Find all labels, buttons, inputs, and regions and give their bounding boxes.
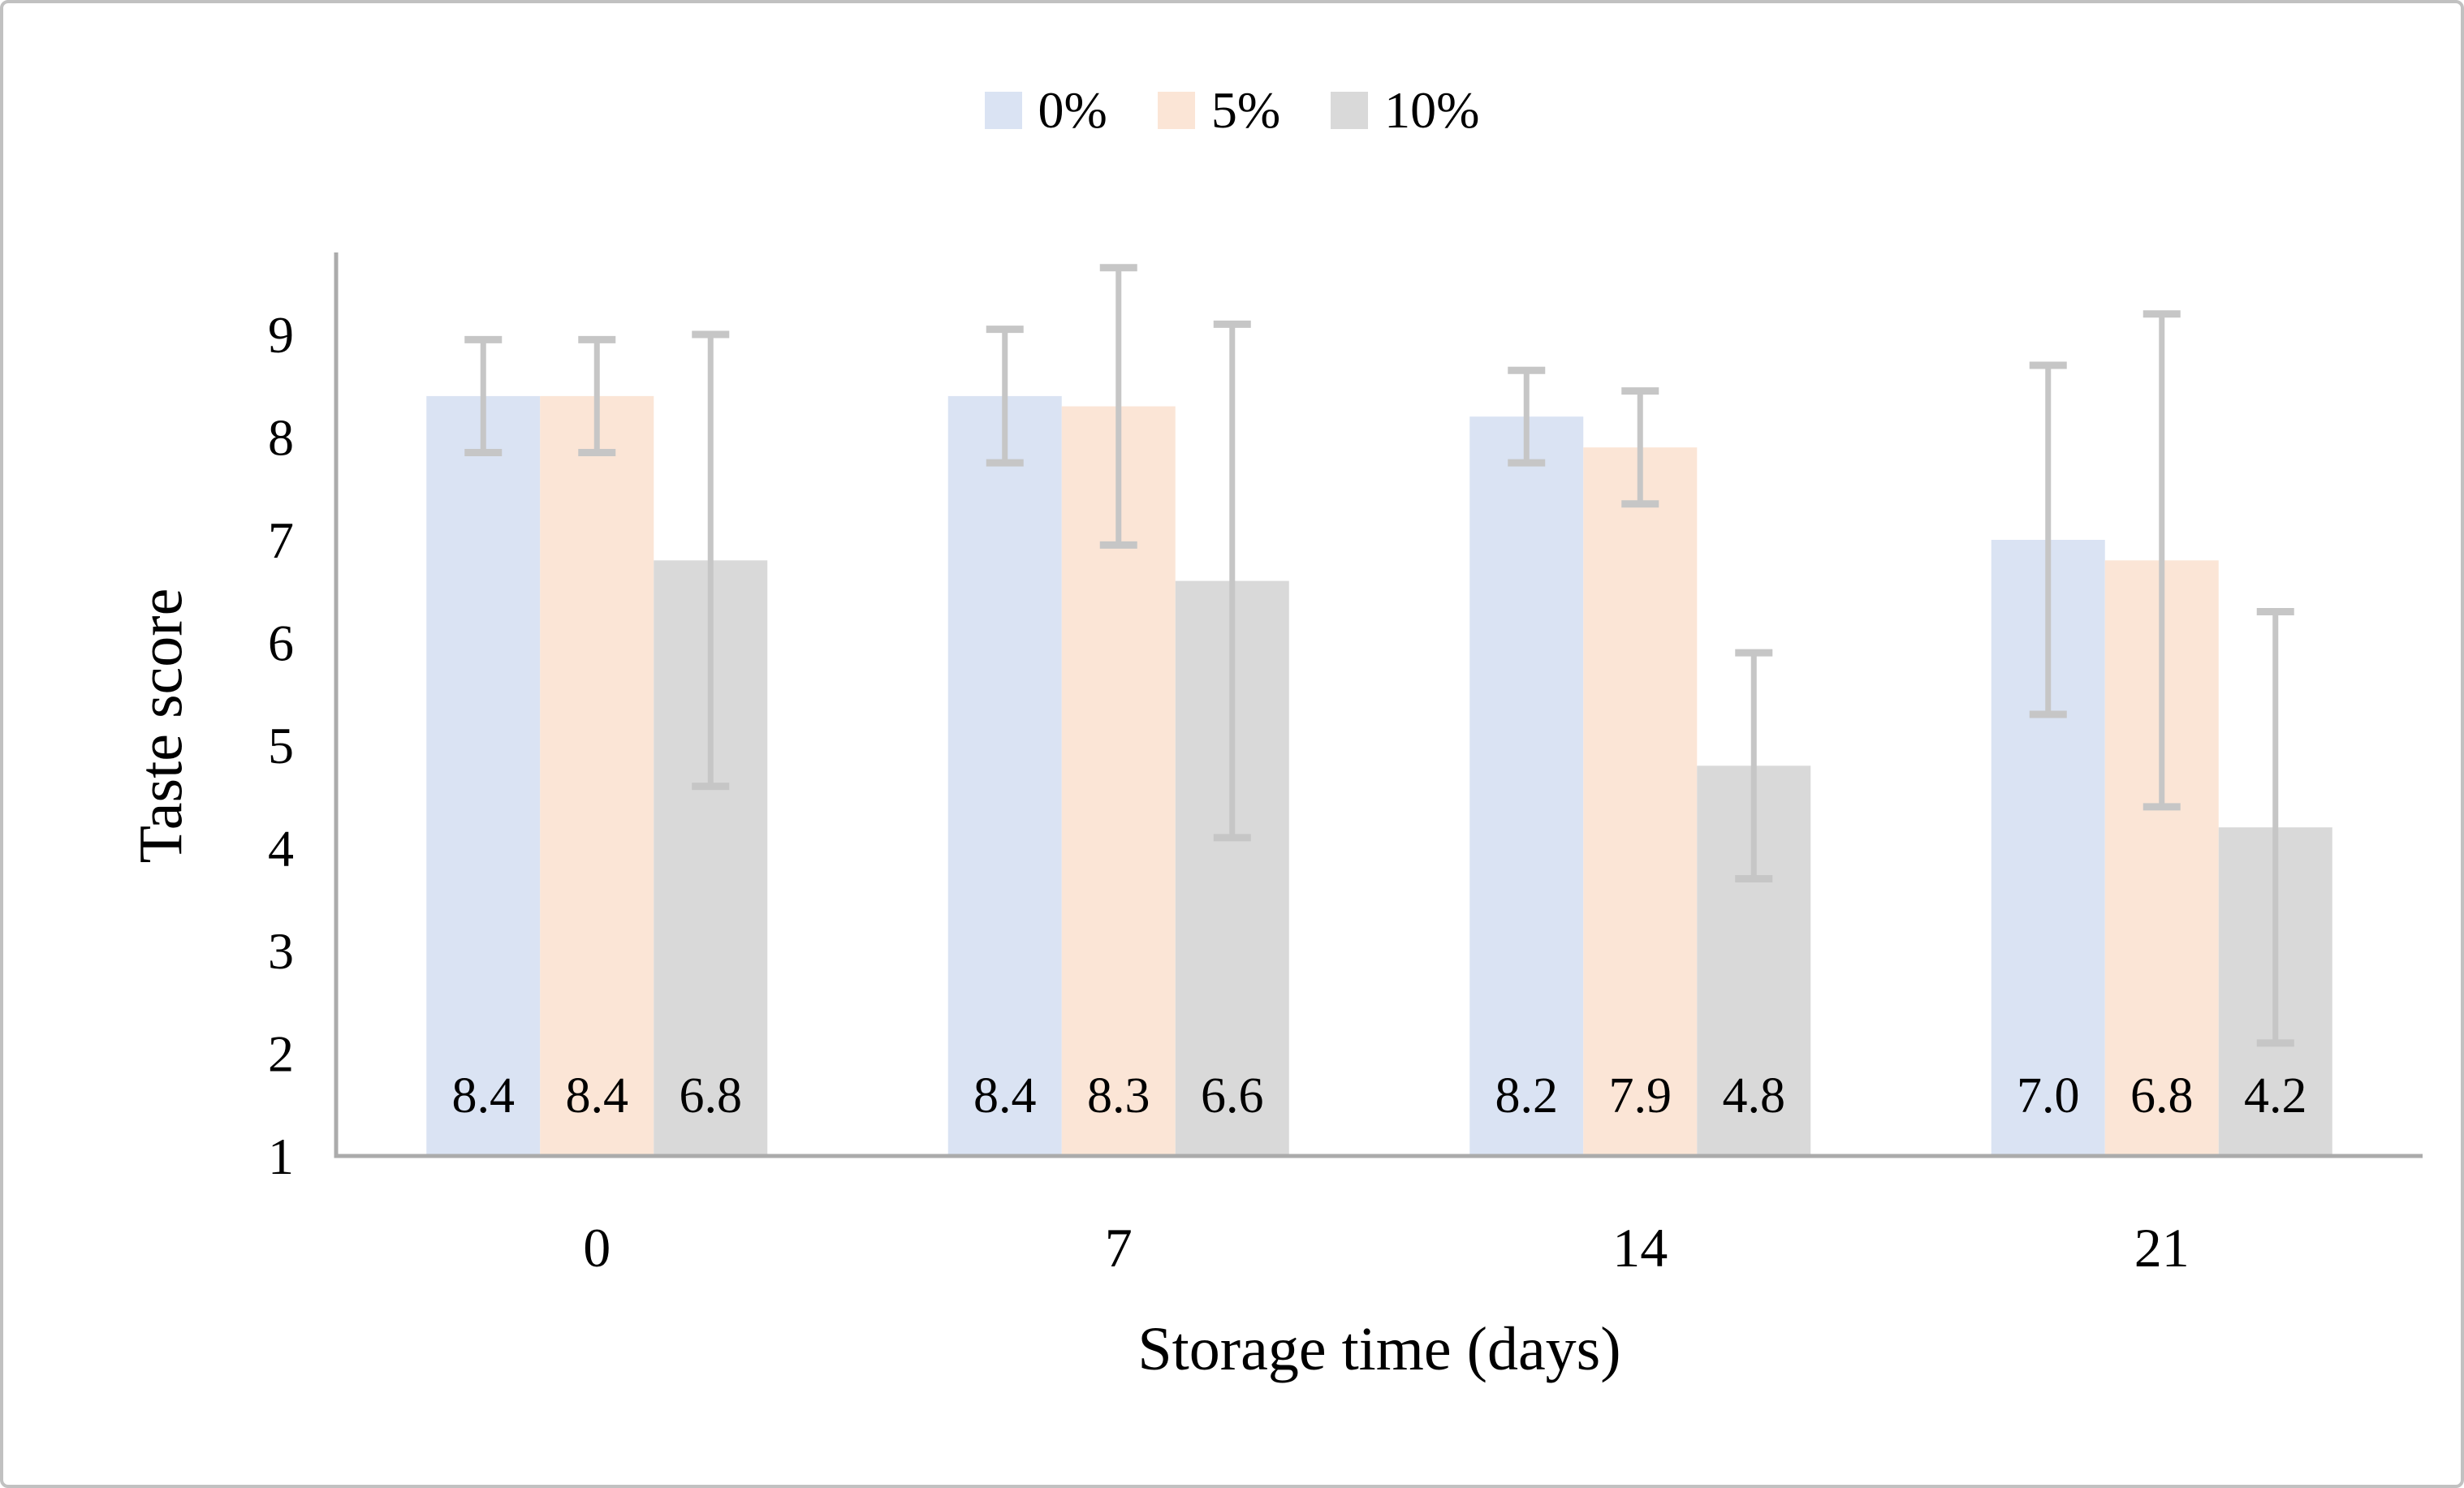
legend-label: 0%: [1038, 81, 1107, 139]
legend-label: 5%: [1210, 81, 1281, 139]
data-label-0%-day0: 8.4: [452, 1068, 516, 1124]
error-bar-0%-day7: [986, 326, 1024, 467]
legend-item-5%: 5%: [1157, 81, 1281, 139]
bar-5%-day14: [1583, 447, 1698, 1156]
y-tick-label-9: 9: [268, 306, 294, 364]
error-bar-0%-day14: [1508, 366, 1546, 467]
x-category-label-21: 21: [2134, 1217, 2190, 1279]
data-label-5%-day0: 8.4: [566, 1068, 629, 1124]
legend-item-0%: 0%: [984, 81, 1107, 139]
y-tick-label-6: 6: [268, 615, 294, 672]
y-tick-label-5: 5: [268, 717, 294, 774]
error-bar-10%-day21: [2256, 608, 2294, 1047]
bar-0%-day0: [426, 395, 541, 1156]
bar-chart-plot-area: 8.4 8.4 8.2 7.0 8.4 8.3 7.9 6.8 6.8 6.6 4.8 4.2 1 2 3 4…: [268, 252, 2423, 1279]
x-axis-title: Storage time (days): [1137, 1315, 1621, 1383]
bar-5%-day0: [540, 395, 654, 1156]
x-category-label-0: 0: [583, 1217, 611, 1279]
data-label-10%-day0: 6.8: [680, 1068, 743, 1124]
data-label-10%-day21: 4.2: [2244, 1068, 2307, 1124]
data-label-5%-day7: 8.3: [1087, 1068, 1150, 1124]
data-label-5%-day21: 6.8: [2130, 1068, 2194, 1124]
x-category-label-14: 14: [1612, 1217, 1668, 1279]
y-tick-label-8: 8: [268, 409, 294, 467]
y-tick-label-2: 2: [268, 1025, 294, 1083]
legend-swatch-0%: [984, 92, 1022, 129]
y-tick-label-3: 3: [268, 922, 294, 980]
error-bar-5%-day14: [1621, 387, 1659, 508]
error-bar-5%-day7: [1099, 264, 1137, 549]
error-bar-0%-day0: [464, 335, 503, 456]
data-label-0%-day7: 8.4: [973, 1068, 1037, 1124]
y-tick-label-7: 7: [268, 511, 294, 569]
legend-swatch-5%: [1157, 92, 1195, 129]
bar-0%-day14: [1469, 416, 1584, 1156]
error-bar-10%-day0: [692, 330, 730, 791]
y-tick-label-4: 4: [268, 820, 294, 878]
error-bar-5%-day21: [2143, 310, 2181, 811]
error-bar-5%-day0: [578, 335, 616, 456]
y-tick-label-1: 1: [268, 1128, 294, 1185]
error-bar-10%-day7: [1213, 320, 1251, 842]
bar-0%-day7: [947, 395, 1062, 1156]
legend-item-10%: 10%: [1331, 84, 1479, 136]
chart-legend: 0% 5% 10%: [3, 84, 2461, 136]
legend-label: 10%: [1384, 81, 1480, 139]
error-bar-0%-day21: [2029, 361, 2067, 718]
legend-swatch-10%: [1331, 92, 1369, 129]
data-label-0%-day21: 7.0: [2017, 1068, 2080, 1124]
x-category-label-7: 7: [1105, 1217, 1133, 1279]
data-label-10%-day14: 4.8: [1723, 1068, 1786, 1124]
data-label-5%-day14: 7.9: [1609, 1068, 1672, 1124]
data-label-0%-day14: 8.2: [1495, 1068, 1559, 1124]
error-bar-10%-day14: [1735, 649, 1773, 882]
data-label-10%-day7: 6.6: [1201, 1068, 1264, 1124]
